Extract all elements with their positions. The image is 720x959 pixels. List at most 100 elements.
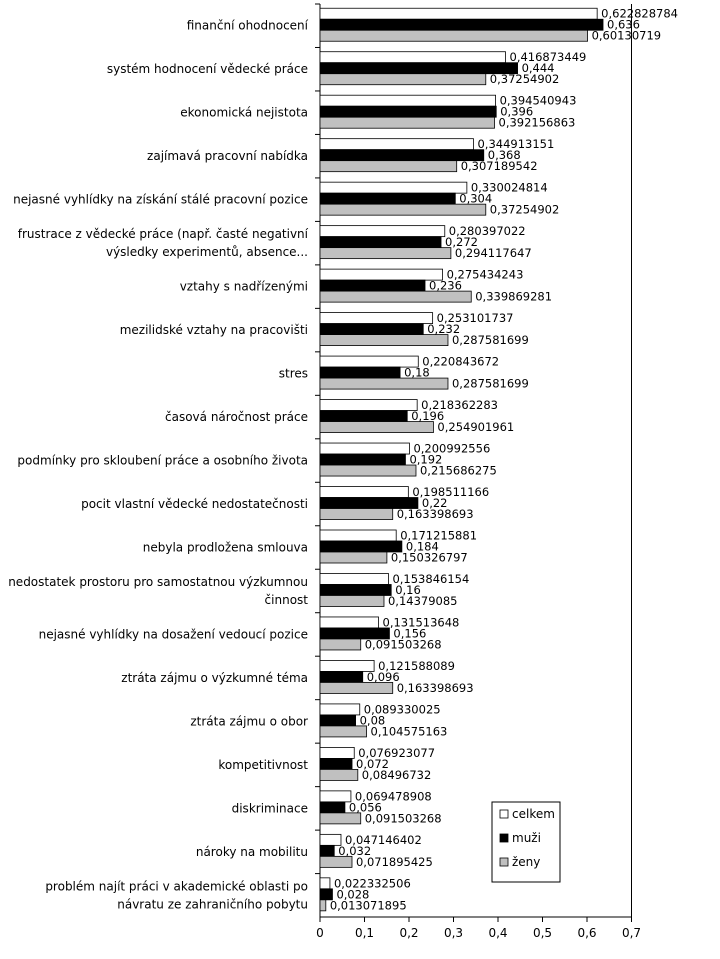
data-label-celkem: 0,022332506 — [334, 876, 411, 890]
bar-celkem — [319, 573, 389, 585]
x-tick-label: 0,1 — [355, 926, 374, 940]
data-label-muži: 0,032 — [338, 844, 371, 858]
x-tick-label: 0,5 — [533, 926, 552, 940]
data-label-ženy: 0,307189542 — [461, 159, 538, 173]
category-label: návratu ze zahraničního pobytu — [117, 897, 308, 911]
category-label: časová náročnost práce — [165, 410, 308, 424]
legend: celkem muži ženy — [491, 801, 561, 883]
category-label: ztráta zájmu o výzkumné téma — [121, 671, 308, 685]
category-label: výsledky experimentů, absence... — [106, 245, 308, 259]
category-label: stres — [279, 367, 308, 381]
data-label-ženy: 0,215686275 — [420, 464, 497, 478]
bar-muži — [319, 801, 346, 814]
category-label: činnost — [265, 593, 309, 607]
data-label-muži: 0,028 — [336, 887, 369, 901]
bar-ženy — [319, 290, 472, 303]
bar-muži — [319, 323, 424, 336]
data-label-celkem: 0,394540943 — [500, 94, 577, 108]
bar-muži — [319, 192, 456, 205]
data-label-ženy: 0,163398693 — [397, 681, 474, 695]
data-label-celkem: 0,198511166 — [412, 485, 489, 499]
x-tick-label: 0,3 — [444, 926, 463, 940]
bar-ženy — [319, 29, 588, 42]
category-label: nejasné vyhlídky na získání stálé pracov… — [13, 193, 308, 207]
category-label: frustrace z vědecké práce (např. časté n… — [18, 227, 309, 241]
category-label: vztahy s nadřízenými — [180, 280, 308, 294]
data-label-muži: 0,396 — [500, 105, 533, 119]
category-label: podmínky pro skloubení práce a osobního … — [17, 454, 308, 468]
data-label-celkem: 0,275434243 — [447, 268, 524, 282]
bar-muži — [319, 149, 485, 162]
data-label-celkem: 0,089330025 — [364, 702, 441, 716]
data-label-muži: 0,196 — [411, 409, 444, 423]
data-label-ženy: 0,60130719 — [592, 29, 662, 43]
bar-muži — [319, 366, 401, 379]
legend-swatch-celkem — [499, 809, 509, 819]
data-label-muži: 0,156 — [393, 626, 426, 640]
bar-celkem — [319, 51, 506, 64]
bar-muži — [319, 410, 408, 422]
data-label-ženy: 0,37254902 — [490, 203, 560, 217]
data-label-ženy: 0,013071895 — [330, 898, 407, 912]
legend-label-muži: muži — [512, 831, 541, 845]
bar-ženy — [319, 899, 327, 912]
data-label-ženy: 0,287581699 — [452, 333, 529, 347]
data-label-muži: 0,444 — [522, 61, 555, 75]
category-label: systém hodnocení vědecké práce — [107, 62, 308, 76]
data-label-ženy: 0,091503268 — [365, 637, 442, 651]
bar-ženy — [319, 334, 449, 347]
bar-ženy — [319, 73, 487, 86]
bar-ženy — [319, 812, 362, 825]
data-label-celkem: 0,622828784 — [601, 7, 678, 21]
bar-muži — [319, 18, 604, 31]
bar-celkem — [319, 312, 434, 325]
data-label-celkem: 0,153846154 — [392, 572, 469, 586]
data-label-ženy: 0,163398693 — [397, 507, 474, 521]
bar-celkem — [319, 877, 331, 890]
data-label-muži: 0,16 — [395, 583, 421, 597]
bar-celkem — [319, 529, 397, 542]
bar-celkem — [319, 225, 446, 238]
data-label-celkem: 0,280397022 — [449, 224, 526, 238]
category-label: problém najít práci v akademické oblasti… — [45, 879, 308, 893]
bar-ženy — [319, 725, 367, 738]
bar-muži — [319, 540, 403, 553]
data-label-muži: 0,304 — [459, 192, 492, 206]
bar-ženy — [319, 551, 388, 564]
category-label: nejasné vyhlídky na dosažení vedoucí poz… — [39, 627, 308, 641]
bar-celkem — [319, 703, 361, 716]
legend-swatch-ženy — [499, 857, 509, 867]
category-label: ekonomická nejistota — [180, 106, 308, 120]
bar-celkem — [319, 7, 598, 20]
x-tick-label: 0,6 — [577, 926, 596, 940]
category-label: nedostatek prostoru pro samostatnou výzk… — [8, 575, 308, 589]
bar-muži — [319, 236, 442, 249]
bar-celkem — [319, 486, 409, 498]
category-label: ztráta zájmu o obor — [190, 714, 308, 728]
bar-ženy — [319, 203, 487, 216]
category-label: kompetitivnost — [218, 758, 308, 772]
bar-celkem — [319, 616, 379, 629]
category-label: nebyla prodložena smlouva — [143, 541, 308, 555]
bar-muži — [319, 671, 364, 683]
category-label: nároky na mobilitu — [196, 845, 308, 859]
data-label-muži: 0,22 — [422, 496, 448, 510]
data-label-celkem: 0,220843672 — [422, 355, 499, 369]
data-label-celkem: 0,069478908 — [355, 789, 432, 803]
bar-celkem — [319, 138, 474, 151]
bar-ženy — [319, 638, 362, 651]
bar-muži — [319, 844, 335, 857]
bar-muži — [319, 888, 333, 901]
data-label-celkem: 0,200992556 — [413, 442, 490, 456]
category-label: zajímavá pracovní nabídka — [147, 149, 308, 163]
bar-ženy — [319, 508, 394, 520]
bar-ženy — [319, 377, 449, 390]
bar-ženy — [319, 247, 452, 260]
bar-muži — [319, 584, 392, 596]
category-label: finanční ohodnocení — [187, 19, 309, 33]
x-tick-label: 0,7 — [622, 926, 641, 940]
data-label-muži: 0,072 — [356, 757, 389, 771]
data-label-muži: 0,636 — [607, 18, 640, 32]
data-label-muži: 0,096 — [367, 670, 400, 684]
